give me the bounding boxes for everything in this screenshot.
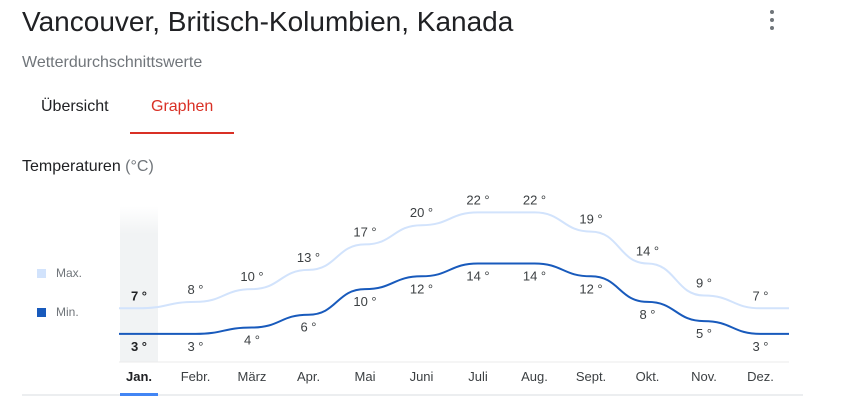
min-value-label: 14 °: [523, 269, 546, 284]
section-unit: (°C): [125, 158, 154, 175]
month-label: Apr.: [297, 369, 320, 384]
min-temperature-line: [119, 262, 789, 335]
page-subtitle: Wetterdurchschnittswerte: [22, 54, 203, 71]
min-value-label: 14 °: [466, 269, 489, 284]
legend-max[interactable]: Max.: [37, 266, 82, 280]
section-title: Temperaturen (°C): [22, 158, 154, 176]
min-value-label: 12 °: [410, 281, 433, 296]
month-label: Nov.: [691, 369, 717, 384]
max-value-label: 22 °: [523, 192, 546, 207]
max-value-label: 9 °: [696, 276, 712, 291]
max-value-label: 14 °: [636, 244, 659, 259]
more-options-button[interactable]: [760, 8, 784, 32]
month-label: Sept.: [576, 369, 606, 384]
min-value-label: 5 °: [696, 326, 712, 341]
active-tab-indicator: [130, 132, 234, 134]
selected-month-indicator: [120, 393, 158, 396]
month-label: Juli: [468, 369, 488, 384]
legend-min-label: Min.: [56, 305, 79, 319]
month-label: März: [238, 369, 267, 384]
max-value-label: 13 °: [297, 250, 320, 265]
month-label: Febr.: [181, 369, 211, 384]
min-value-label: 3 °: [752, 339, 768, 354]
max-value-label: 22 °: [466, 192, 489, 207]
section-label: Temperaturen: [22, 158, 121, 175]
max-temperature-line: [119, 211, 789, 310]
max-value-label: 7 °: [131, 288, 147, 303]
max-value-label: 19 °: [579, 212, 602, 227]
min-value-label: 10 °: [353, 294, 376, 309]
min-value-label: 6 °: [300, 320, 316, 335]
month-label: Juni: [410, 369, 434, 384]
month-label: Dez.: [747, 369, 774, 384]
tab-overview[interactable]: Übersicht: [41, 98, 109, 115]
month-label: Aug.: [521, 369, 548, 384]
min-value-label: 4 °: [244, 332, 260, 347]
more-vert-icon-dot: [770, 18, 774, 22]
max-value-label: 20 °: [410, 205, 433, 220]
max-value-label: 17 °: [353, 224, 376, 239]
min-value-label: 3 °: [131, 339, 147, 354]
more-vert-icon-dot: [770, 26, 774, 30]
selected-column-highlight: [120, 206, 158, 362]
page-title: Vancouver, Britisch-Kolumbien, Kanada: [22, 6, 514, 37]
max-value-label: 8 °: [187, 282, 203, 297]
legend-min-swatch: [37, 308, 46, 317]
tab-graphs[interactable]: Graphen: [151, 98, 214, 115]
min-value-label: 8 °: [639, 307, 655, 322]
month-label: Okt.: [636, 369, 660, 384]
month-label: Mai: [355, 369, 376, 384]
legend-max-swatch: [37, 269, 46, 278]
max-value-label: 7 °: [752, 288, 768, 303]
max-value-label: 10 °: [240, 269, 263, 284]
legend-min[interactable]: Min.: [37, 305, 79, 319]
min-value-label: 12 °: [579, 281, 602, 296]
legend-max-label: Max.: [56, 266, 83, 280]
min-value-label: 3 °: [187, 339, 203, 354]
more-vert-icon: [770, 10, 774, 14]
month-label: Jan.: [126, 369, 152, 384]
